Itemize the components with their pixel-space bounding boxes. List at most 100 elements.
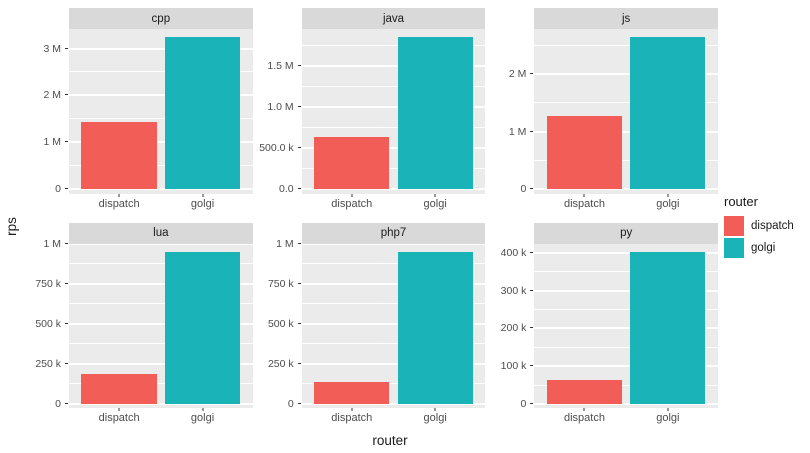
legend-label-dispatch: dispatch [751,219,794,232]
y-tick-label: 0 [520,183,527,196]
y-tick-mark [65,282,68,284]
major-gridline [69,47,253,50]
major-gridline [69,282,253,285]
major-gridline [534,130,718,133]
x-tick-mark [434,408,436,411]
y-tick-mark [530,130,534,132]
facet-strip-php7: php7 [301,222,486,244]
facet-py: py 0 100 k 200 k 300 k 400 k dispatch golgi [487,222,718,429]
x-tick-mark [667,193,669,197]
y-axis-java: 0.0 500.0 k 1.0 M 1.5 M [255,29,302,195]
bar-golgi-lua [165,251,241,404]
y-tick-label: 1 M [43,237,61,250]
legend-label-golgi: golgi [751,241,776,254]
facet-lua: lua 0 250 k 500 k 750 k 1 M dispatch golgi [22,222,253,429]
x-tick-label-golgi: golgi [190,412,215,424]
major-gridline [301,188,486,191]
facet-strip-cpp: cpp [69,8,253,29]
panel-py [534,243,718,408]
minor-gridline [69,165,253,167]
y-tick-label: 200 k [500,322,527,335]
x-tick-mark [667,408,669,411]
y-tick-label: 250 k [35,357,61,370]
major-gridline [534,327,718,330]
y-tick-label: 500 k [267,317,294,330]
minor-gridline [301,44,486,46]
y-tick-mark [530,365,534,367]
y-tick-label: 400 k [500,246,527,259]
x-tick-mark [202,408,204,411]
x-axis-title: router [372,433,408,448]
x-tick-mark [351,408,353,411]
y-tick-mark [297,402,301,404]
facet-grid: cpp 0 1 M 2 M 3 M dispatch golgi java 0.0 500.0 k… [22,8,718,428]
facet-js: js 0 1 M 2 M dispatch golgi [487,8,718,214]
y-tick-label: 2 M [508,68,527,81]
y-tick-label: 1.0 M [267,101,294,114]
minor-gridline [534,346,718,348]
x-tick-mark [583,408,585,411]
panel-php7 [301,243,486,408]
bar-golgi-py [630,251,706,404]
y-tick-mark [65,242,68,244]
y-tick-label: 0 [55,397,61,410]
x-tick-mark [434,193,436,197]
x-tick-mark [118,193,120,197]
major-gridline [301,65,486,68]
y-tick-label: 1 M [508,125,527,138]
x-tick-label-dispatch: dispatch [331,197,373,210]
facet-strip-py: py [534,222,718,244]
x-axis-title-row: router [22,428,718,453]
y-tick-label: 0 [520,397,527,410]
bar-dispatch-java [314,136,390,190]
y-axis-cpp: 0 1 M 2 M 3 M [22,29,69,196]
panel-java [301,29,486,194]
bar-dispatch-py [546,380,622,404]
minor-gridline [301,86,486,88]
minor-gridline [69,118,253,120]
legend-entry-dispatch: dispatch [724,215,810,236]
plot-region: cpp 0 1 M 2 M 3 M dispatch golgi java 0.0 500.0 k… [22,0,718,453]
y-tick-mark [530,402,534,404]
x-axis-py: dispatch golgi [534,408,718,428]
x-axis-lua: dispatch golgi [69,408,253,428]
y-tick-label: 750 k [267,277,294,290]
y-tick-label: 0 [55,183,61,196]
x-tick-label-dispatch: dispatch [98,412,140,424]
y-tick-mark [65,402,68,404]
facet-java: java 0.0 500.0 k 1.0 M 1.5 M dispatch golgi [255,8,486,214]
legend: router dispatch golgi [718,0,810,453]
minor-gridline [534,102,718,104]
x-axis-java: dispatch golgi [302,193,486,214]
x-axis-php7: dispatch golgi [302,408,486,428]
major-gridline [534,365,718,368]
major-gridline [69,94,253,97]
y-tick-mark [65,188,68,190]
y-tick-label: 0 [287,397,294,410]
y-tick-mark [297,242,301,244]
x-tick-label-golgi: golgi [423,197,447,210]
minor-gridline [301,263,486,265]
minor-gridline [301,127,486,129]
y-tick-mark [297,282,301,284]
y-tick-mark [530,73,534,75]
y-tick-label: 1 M [276,237,294,250]
bar-golgi-php7 [397,251,473,404]
y-tick-mark [530,289,534,291]
y-tick-label: 1 M [43,136,61,149]
major-gridline [69,402,253,405]
y-axis-js: 0 1 M 2 M [487,29,534,196]
major-gridline [69,141,253,144]
y-axis-title: rps [3,217,19,236]
facet-corner [22,8,69,29]
dispatch-color-swatch [724,215,744,236]
y-tick-mark [65,47,68,49]
y-tick-mark [297,106,301,108]
major-gridline [301,322,486,325]
minor-gridline [301,168,486,170]
major-gridline [534,188,718,191]
minor-gridline [534,309,718,310]
panel-cpp [69,29,253,194]
major-gridline [301,282,486,285]
bar-dispatch-js [546,115,622,190]
